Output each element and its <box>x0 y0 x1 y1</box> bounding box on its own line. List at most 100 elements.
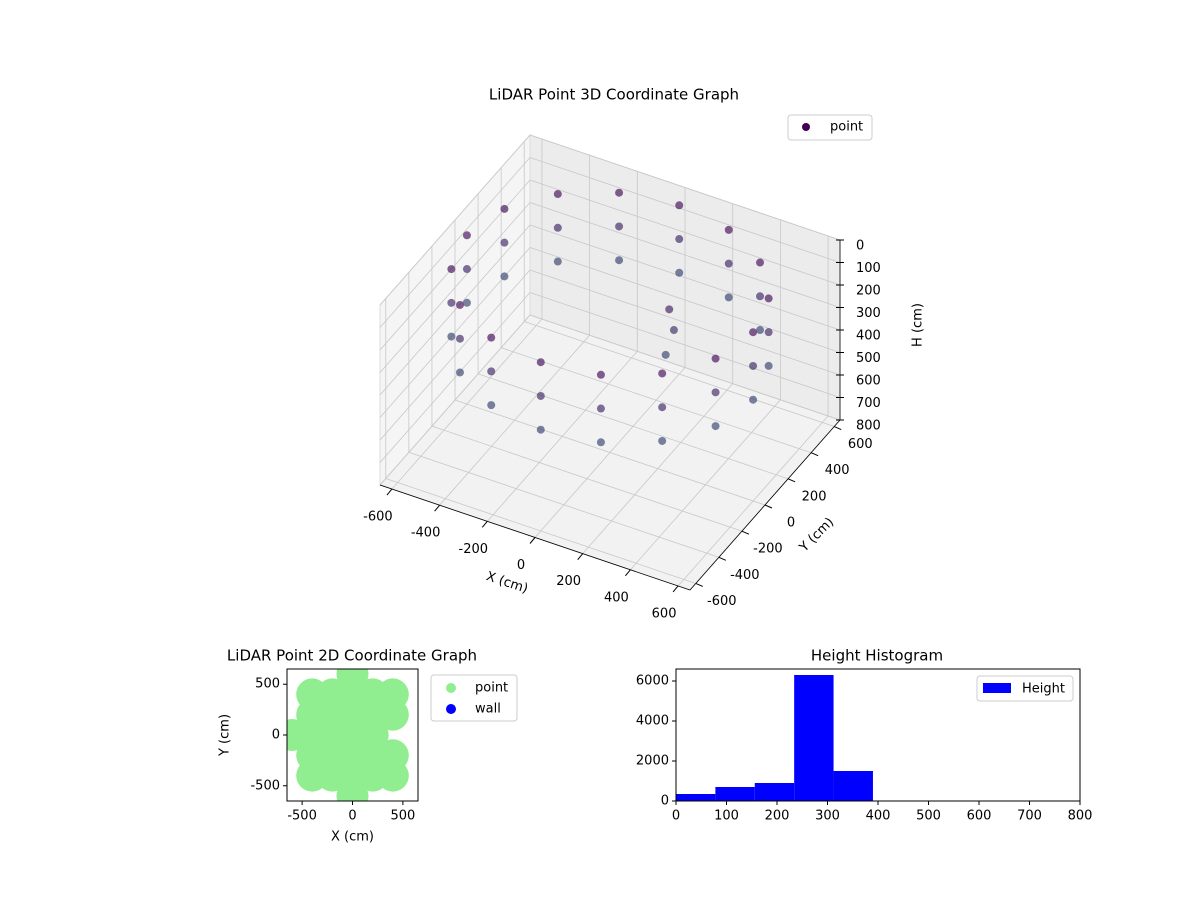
x-tick-label: 800 <box>1068 809 1093 824</box>
point <box>447 332 456 341</box>
z-tick-label: 300 <box>856 306 881 321</box>
grid-line <box>529 179 841 286</box>
point <box>724 259 733 268</box>
point <box>487 333 496 342</box>
grid-line <box>529 314 841 421</box>
y-tick <box>787 478 796 483</box>
x-tick-label: 0 <box>672 809 680 824</box>
point <box>764 328 773 337</box>
point <box>596 370 605 379</box>
point <box>724 225 733 234</box>
point <box>615 256 624 265</box>
axis-line <box>689 419 841 591</box>
legend-marker <box>446 704 456 714</box>
z-tick-label: 500 <box>856 351 881 366</box>
x-tick <box>625 569 631 577</box>
x-tick-label: -400 <box>411 526 441 541</box>
grid-line <box>379 224 531 396</box>
point <box>675 235 684 244</box>
point <box>764 294 773 303</box>
x-tick <box>529 537 536 544</box>
point <box>500 204 509 213</box>
legend-label: Height <box>1022 682 1065 697</box>
point <box>615 222 624 231</box>
y-tick-label: -500 <box>250 778 280 793</box>
z-tick-label: 600 <box>856 374 881 389</box>
bar <box>754 783 795 801</box>
point <box>536 358 545 367</box>
x-tick-label: 0 <box>348 809 356 824</box>
chart-title: LiDAR Point 3D Coordinate Graph <box>489 86 739 104</box>
legend-marker <box>983 683 1011 693</box>
legend-box <box>976 675 1074 702</box>
point <box>675 201 684 210</box>
y-tick-label: 6000 <box>636 674 669 689</box>
bar <box>794 675 834 801</box>
z-tick-label: 0 <box>856 239 864 254</box>
z-tick-label: 700 <box>856 396 881 411</box>
plot-area <box>287 669 409 801</box>
x-tick-label: 400 <box>866 809 891 824</box>
y-axis-label: Y (cm) <box>218 714 233 757</box>
z-tick-label: 100 <box>856 261 881 276</box>
point <box>724 293 733 302</box>
x-axis-label: X (cm) <box>331 830 374 845</box>
z-tick-label: 200 <box>856 284 881 299</box>
y-tick-label: 0 <box>661 794 669 809</box>
x-tick-label: 700 <box>1017 809 1042 824</box>
x-tick <box>481 521 488 528</box>
y-tick <box>695 583 703 587</box>
z-tick-label: 800 <box>856 419 881 434</box>
z-axis-label: H (cm) <box>911 303 926 347</box>
point <box>462 298 471 307</box>
grid-line <box>477 373 789 480</box>
grid-line <box>379 314 531 486</box>
y-tick <box>810 452 819 457</box>
grid-line <box>529 202 841 308</box>
y-tick-label: 600 <box>848 437 873 452</box>
legend-box <box>787 114 873 141</box>
y-tick-label: 4000 <box>636 714 669 729</box>
point <box>553 190 562 199</box>
bar <box>715 787 755 801</box>
point <box>658 436 667 445</box>
x-tick-label: -600 <box>363 510 393 525</box>
y-tick <box>718 556 727 561</box>
y-tick-label: 0 <box>272 728 280 743</box>
point <box>749 395 758 404</box>
x-tick-label: 0 <box>517 558 525 573</box>
point <box>500 238 509 247</box>
point <box>665 305 674 314</box>
grid-line <box>385 478 696 584</box>
x-tick-label: 400 <box>604 590 629 605</box>
point <box>462 231 471 240</box>
y-tick <box>764 504 773 509</box>
point <box>711 422 720 431</box>
grid-line <box>529 224 841 331</box>
z-tick-label: 400 <box>856 329 881 344</box>
legend-marker <box>446 683 456 693</box>
grid-line <box>501 347 812 454</box>
point <box>487 401 496 410</box>
y-tick-label: 500 <box>255 677 280 692</box>
grid-line <box>379 292 531 463</box>
point <box>500 272 509 281</box>
point <box>376 698 409 731</box>
legend-label: point <box>830 120 863 135</box>
grid-line <box>529 134 841 241</box>
chart-title: Height Histogram <box>811 647 943 665</box>
point <box>336 779 369 801</box>
y-tick-label: 200 <box>802 489 827 504</box>
x-tick <box>672 585 679 593</box>
x-tick-label: -500 <box>287 809 317 824</box>
point <box>553 257 562 266</box>
y-tick-label: 400 <box>825 463 850 478</box>
legend-marker <box>802 123 810 131</box>
grid-line <box>529 157 841 263</box>
y-axis-label: Y (cm) <box>796 515 837 556</box>
point <box>596 404 605 413</box>
point <box>376 759 409 792</box>
axis-line <box>379 484 691 591</box>
x-tick-label: 300 <box>815 809 840 824</box>
